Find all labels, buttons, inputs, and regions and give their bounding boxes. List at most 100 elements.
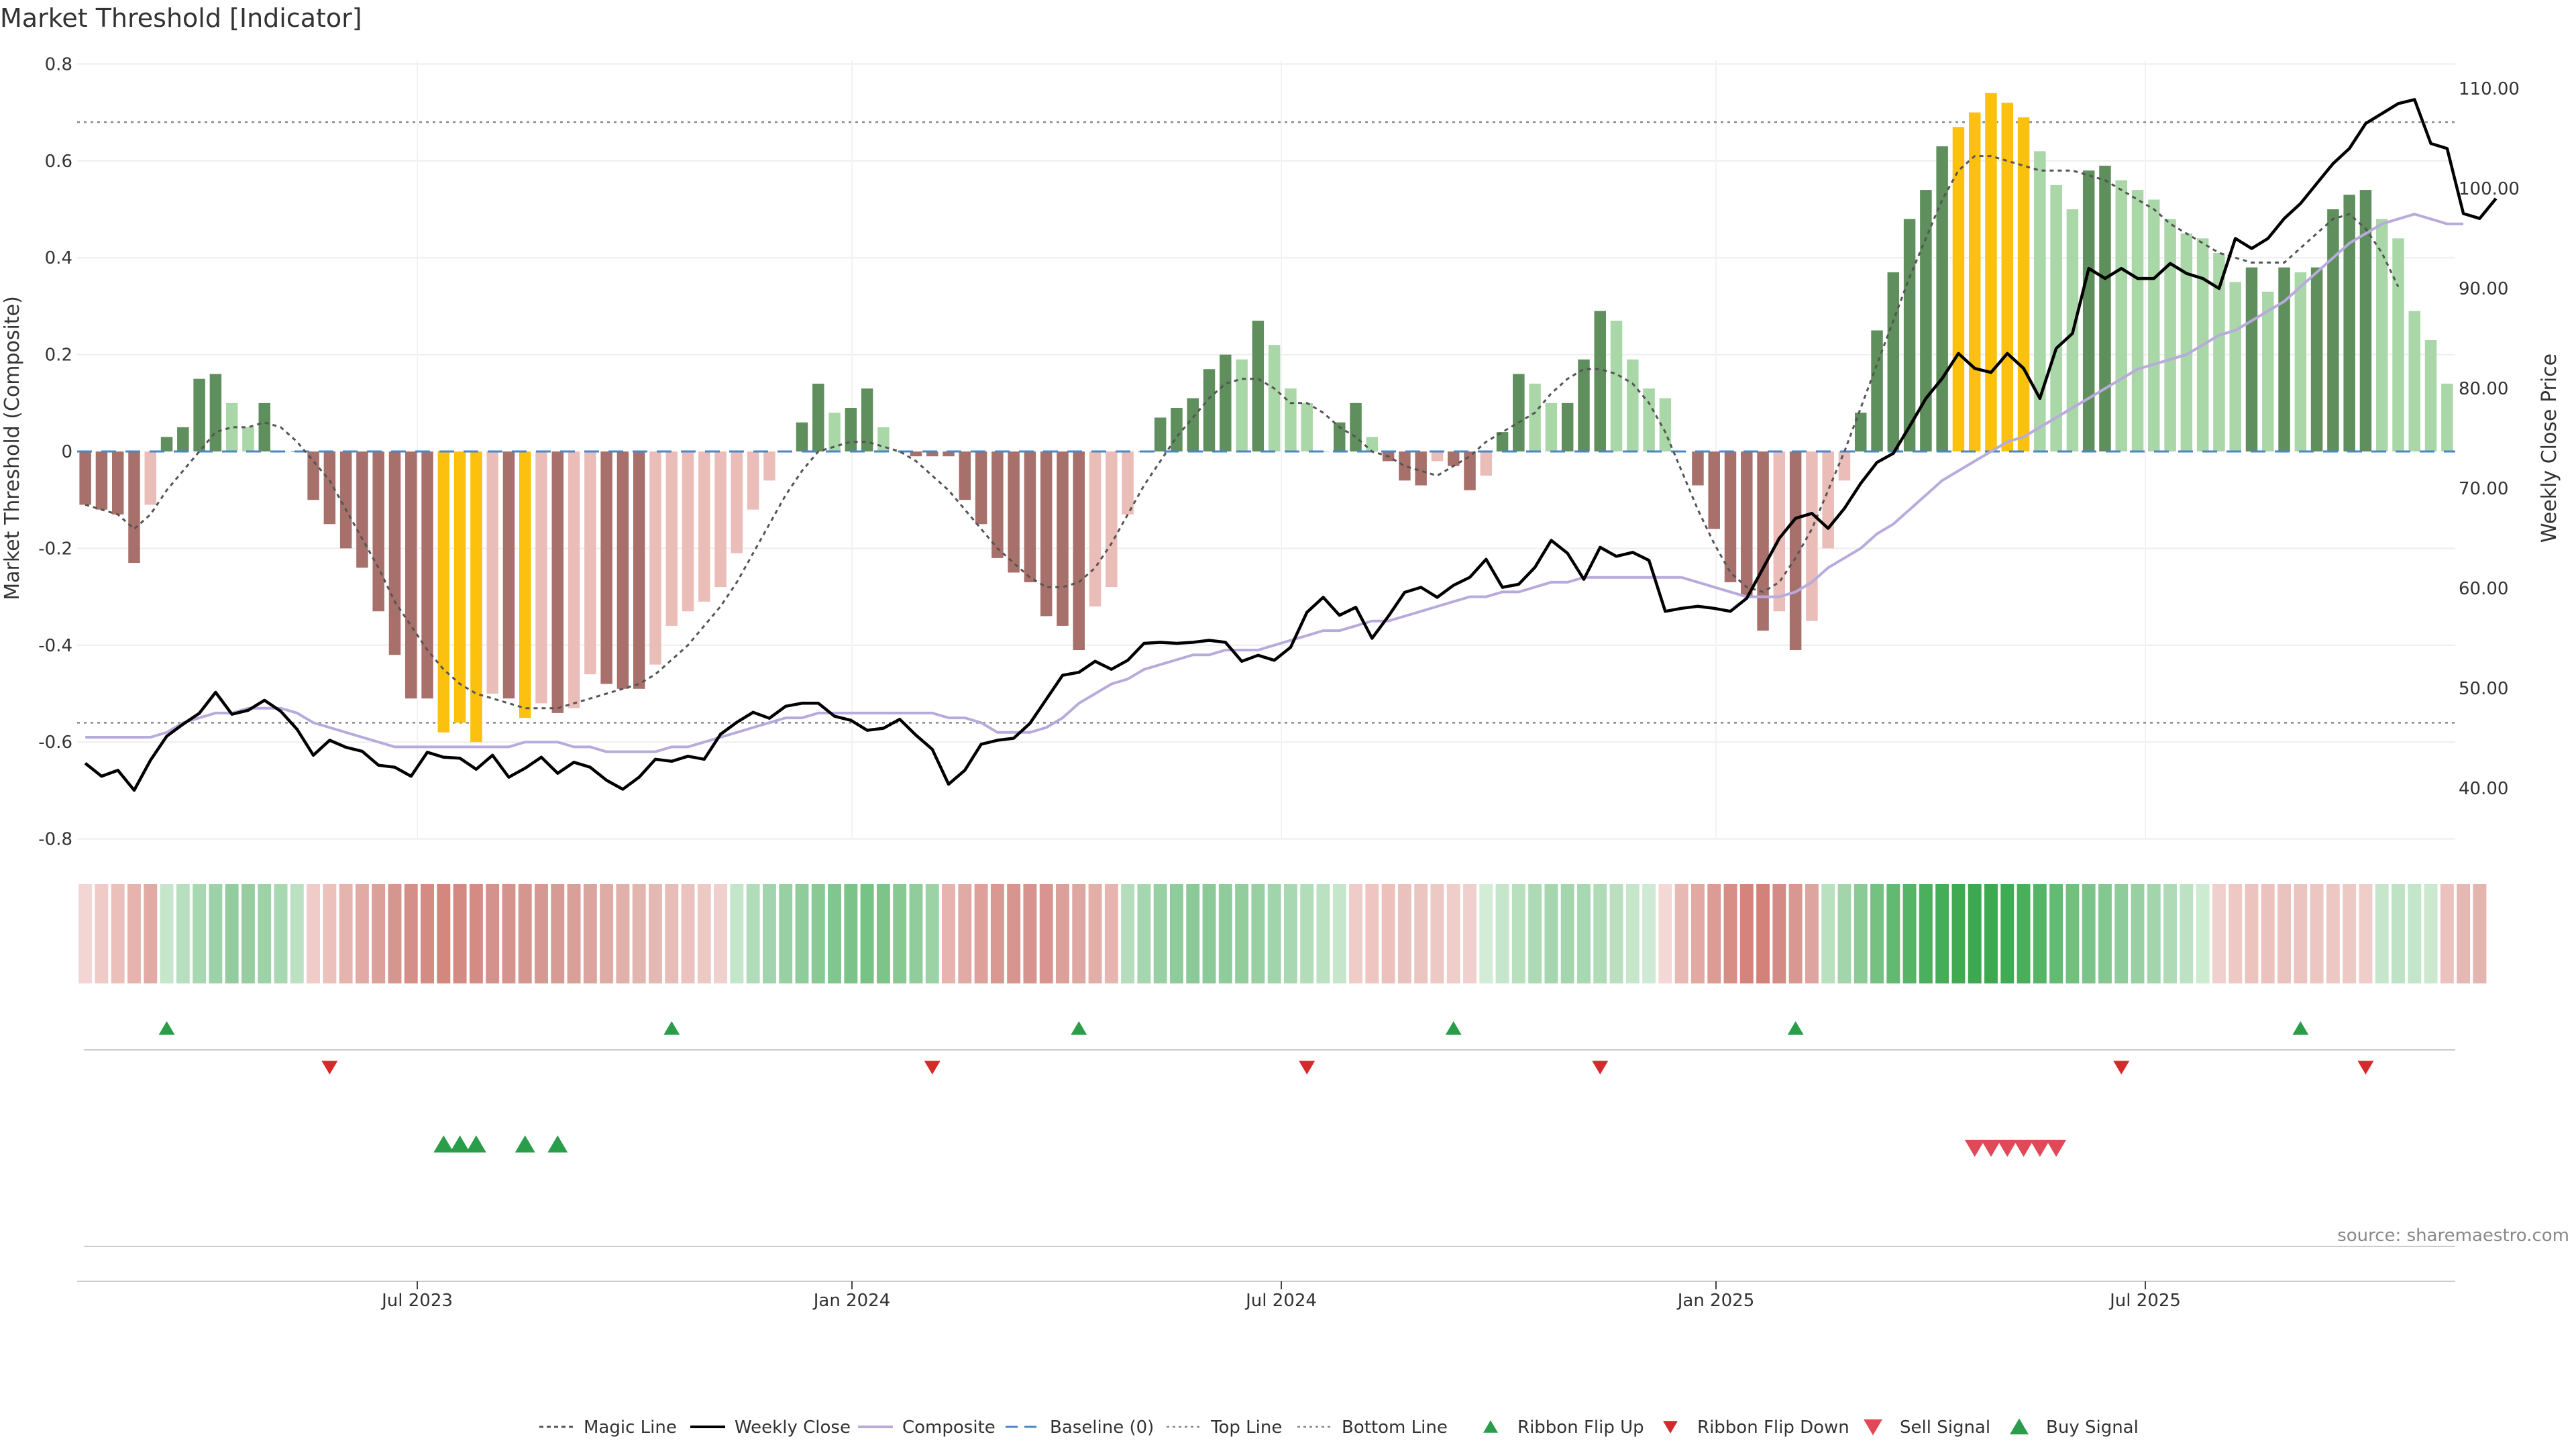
weekly-close-line (84, 98, 2498, 792)
bar (2115, 180, 2127, 451)
legend-swatch (1483, 1420, 1498, 1433)
legend-label: Sell Signal (1900, 1417, 1990, 1438)
buy-signal-marker (547, 1135, 568, 1152)
bar (193, 378, 205, 451)
grid (77, 60, 2455, 840)
bar (1903, 219, 1916, 451)
ribbon-cell (1870, 884, 1884, 983)
bar (763, 451, 775, 481)
bar (128, 451, 140, 564)
bar (2082, 170, 2095, 452)
ribbon-cell (893, 884, 907, 983)
ribbon-cell (746, 884, 760, 983)
legend-label: Weekly Close (735, 1417, 851, 1438)
bar (2408, 311, 2421, 451)
bar (356, 451, 368, 568)
ribbon-cell (1186, 884, 1200, 983)
source-note: source: sharemaestro.com (2337, 1226, 2569, 1246)
ribbon-cell (1528, 884, 1542, 983)
ribbon-cell (1170, 884, 1183, 983)
ribbon-cell (632, 884, 646, 983)
y2-tick-label: 50.00 (2459, 679, 2508, 699)
bar (2294, 272, 2307, 451)
ribbon-cell (2163, 884, 2178, 983)
ribbon-cell (437, 884, 451, 983)
bar (1724, 451, 1737, 582)
ribbon-cell (1430, 884, 1444, 983)
bar (2180, 233, 2193, 451)
ribbon-cell (339, 884, 353, 983)
ribbon-cell (2065, 884, 2080, 983)
bar (2278, 267, 2290, 451)
sell-signal-marker (2046, 1140, 2067, 1157)
bar (1447, 451, 1460, 466)
ribbon-cell (844, 884, 858, 983)
y2-tick-label: 40.00 (2459, 779, 2508, 799)
legend-swatch (1663, 1421, 1678, 1434)
bar (2017, 117, 2030, 451)
bar (79, 451, 91, 505)
x-tick-label: Jul 2023 (380, 1291, 453, 1311)
bar (519, 451, 531, 718)
ribbon-flip-up-marker (1071, 1021, 1087, 1035)
ribbon-cell (762, 884, 776, 983)
ribbon-cell (2017, 884, 2031, 983)
bar (1252, 321, 1265, 451)
bar (2327, 209, 2339, 451)
ribbon-cell (828, 884, 842, 983)
x-tick-label: Jan 2025 (1676, 1291, 1755, 1311)
bar (1855, 413, 1867, 451)
bar (1024, 451, 1036, 582)
bar (926, 451, 938, 457)
bar (2148, 199, 2160, 451)
y2-axis-label: Weekly Close Price (2538, 354, 2561, 543)
ribbon-cell (1283, 884, 1297, 983)
bar (242, 427, 254, 451)
ribbon-cell (160, 884, 174, 983)
ribbon-cell (1088, 884, 1102, 983)
ribbon-cell (209, 884, 223, 983)
bar (1464, 451, 1476, 490)
ribbon-cell (78, 884, 93, 983)
ribbon-cell (2392, 884, 2405, 983)
bar (714, 451, 727, 588)
ribbon-cell (1739, 884, 1754, 983)
bar (1838, 451, 1851, 481)
bar (2245, 267, 2258, 451)
legend-swatch (1864, 1419, 1882, 1436)
ribbon-cell (1902, 884, 1917, 983)
ribbon-cell (2049, 884, 2063, 983)
bar (2392, 238, 2404, 451)
ribbon-cell (225, 884, 239, 983)
ribbon-cell (1642, 884, 1656, 983)
ribbon-cell (1479, 884, 1493, 983)
ribbon-cell (1805, 884, 1819, 983)
ribbon-cell (2261, 884, 2275, 983)
bar (665, 451, 678, 626)
ribbon-flip-down-marker (1592, 1061, 1609, 1075)
bar (1806, 451, 1818, 621)
bar (2375, 219, 2388, 451)
bar (486, 451, 498, 694)
bar (991, 451, 1004, 558)
ribbon-strip (78, 884, 2487, 983)
bar (584, 451, 596, 675)
buy-signal-marker (466, 1135, 486, 1152)
ribbon-flip-down-marker (2357, 1061, 2374, 1075)
ribbon-cell (1332, 884, 1346, 983)
ribbon-cell (1707, 884, 1721, 983)
x-tick-label: Jan 2024 (812, 1291, 891, 1311)
ribbon-cell (2229, 884, 2243, 983)
ribbon-cell (2440, 884, 2454, 983)
bar (421, 451, 433, 699)
signal-panels (77, 1021, 2455, 1282)
ribbon-cell (1609, 884, 1623, 983)
bar (1773, 451, 1786, 612)
ribbon-flip-up-marker (663, 1021, 680, 1035)
ribbon-cell (2310, 884, 2324, 983)
bar (1350, 402, 1362, 451)
ribbon-cell (1121, 884, 1135, 983)
ribbon-cell (2375, 884, 2389, 983)
bar (470, 451, 482, 743)
y-tick-label: -0.2 (38, 539, 72, 559)
